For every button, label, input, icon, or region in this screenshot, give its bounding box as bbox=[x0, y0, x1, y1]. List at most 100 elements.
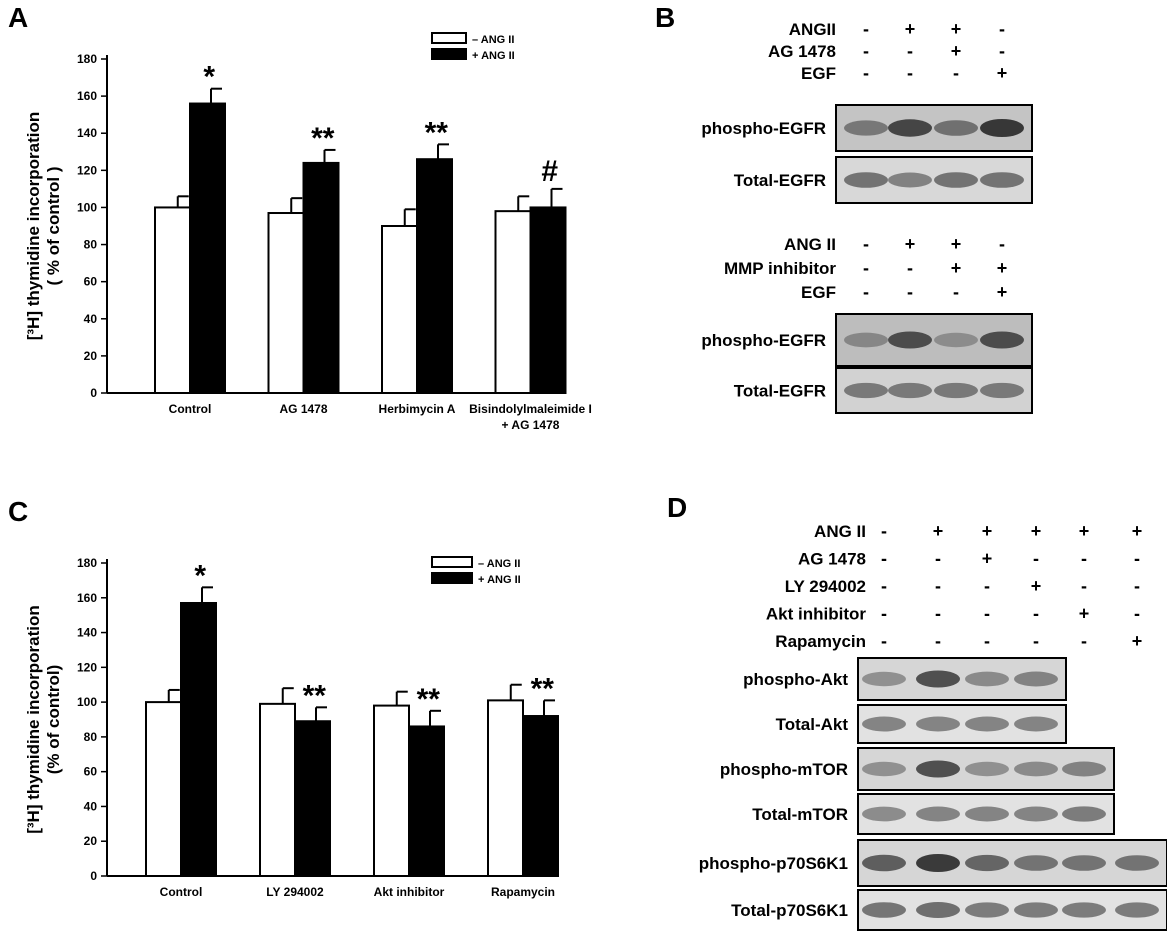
chart-c-category-label: Akt inhibitor bbox=[374, 885, 445, 899]
chart-a-bar-minus-2 bbox=[267, 212, 305, 394]
chart-c-ytick-label: 40 bbox=[84, 799, 98, 813]
blot-d-condition-sign: - bbox=[1033, 604, 1039, 624]
blot-d-condition-sign: + bbox=[1079, 521, 1090, 541]
blot-d-band bbox=[1115, 902, 1159, 918]
blot-d-band bbox=[1062, 902, 1106, 918]
blot-b-top-condition-sign: + bbox=[951, 19, 962, 39]
chart-a-ytick-label: 40 bbox=[84, 312, 98, 326]
blot-d-condition-sign: - bbox=[1033, 549, 1039, 569]
chart-a-y-axis-label: [³H] thymidine incorporation bbox=[24, 112, 43, 341]
blot-d-band bbox=[965, 761, 1009, 777]
blot-d-band bbox=[862, 902, 906, 918]
blot-b-bottom-row-label: Total-EGFR bbox=[734, 382, 826, 401]
chart-a-category-label: AG 1478 bbox=[279, 402, 327, 416]
blot-b-bottom-condition-sign: - bbox=[863, 258, 869, 278]
blot-d-band bbox=[916, 716, 960, 732]
blot-d-band bbox=[916, 670, 960, 688]
blot-b-bottom-band bbox=[888, 331, 932, 349]
chart-c-bar-plus-1 bbox=[180, 601, 217, 877]
chart-c-y-axis-label: [³H] thymidine incorporation bbox=[24, 605, 43, 834]
bar-chart-a: 0 20 40 60 80 100 120 140 160 180 [³H] thymidine i… bbox=[24, 32, 592, 432]
chart-c-ytick-label: 80 bbox=[84, 730, 98, 744]
blot-b-top-band bbox=[888, 172, 932, 188]
blot-d-condition-sign: - bbox=[1134, 549, 1140, 569]
blot-b-bottom-condition-sign: + bbox=[951, 234, 962, 254]
blot-b-top-condition-label: EGF bbox=[801, 64, 836, 83]
blot-b-top-condition-label: AG 1478 bbox=[768, 42, 836, 61]
blot-b-top-condition-sign: - bbox=[999, 19, 1005, 39]
blot-d-condition-sign: - bbox=[935, 549, 941, 569]
blot-d-band bbox=[862, 716, 906, 732]
blot-b-bottom-row-label: phospho-EGFR bbox=[701, 331, 826, 350]
blot-d-row-label: Total-Akt bbox=[776, 715, 849, 734]
blot-d-condition-label: Rapamycin bbox=[775, 632, 866, 651]
chart-a-legend-label: – ANG II bbox=[472, 34, 514, 46]
blot-b-bottom-band bbox=[980, 382, 1024, 399]
blot-d-band bbox=[916, 806, 960, 822]
chart-a-bar-plus-2 bbox=[302, 161, 340, 394]
blot-b-bottom-condition-sign: - bbox=[907, 258, 913, 278]
blot-d-band bbox=[1014, 671, 1058, 687]
blot-b-bottom-condition-sign: - bbox=[907, 282, 913, 302]
blot-b-top-condition-sign: - bbox=[953, 63, 959, 83]
blot-d-band bbox=[965, 671, 1009, 687]
blot-d-condition-sign: + bbox=[1132, 631, 1143, 651]
blot-d-condition-sign: - bbox=[881, 576, 887, 596]
blot-b-top-band bbox=[888, 119, 932, 137]
chart-a-category-label: Control bbox=[169, 402, 212, 416]
blot-b-bottom-condition-sign: - bbox=[863, 282, 869, 302]
blot-d-band bbox=[1014, 855, 1058, 871]
chart-a-ytick-label: 60 bbox=[84, 275, 98, 289]
blot-d-band bbox=[1062, 761, 1106, 777]
blot-d-row-label: phospho-p70S6K1 bbox=[699, 854, 848, 873]
blot-d-band bbox=[916, 902, 960, 918]
blot-d-condition-sign: - bbox=[881, 631, 887, 651]
chart-a-significance-label: ** bbox=[425, 116, 449, 149]
blot-b-bottom-band bbox=[888, 382, 932, 399]
blot-d-blot-frame bbox=[857, 839, 1167, 887]
blot-d-band bbox=[965, 854, 1009, 872]
blot-b-bottom-band bbox=[934, 332, 978, 348]
blot-b-top-condition-sign: - bbox=[907, 63, 913, 83]
blot-b-bottom-condition-sign: - bbox=[953, 282, 959, 302]
chart-c-bar-plus-3 bbox=[408, 725, 445, 877]
blot-d-band bbox=[916, 854, 960, 872]
chart-a-bar-minus-3 bbox=[381, 225, 418, 394]
blot-d-band bbox=[965, 806, 1009, 822]
chart-a-bar-plus-4 bbox=[529, 206, 567, 394]
blot-d-condition-sign: + bbox=[1031, 576, 1042, 596]
blot-d-band bbox=[1014, 902, 1058, 918]
blot-d-band bbox=[862, 761, 906, 777]
blot-d-condition-label: LY 294002 bbox=[785, 577, 866, 596]
chart-c-bar-minus-3 bbox=[373, 704, 410, 877]
chart-c-legend-label: + ANG II bbox=[478, 574, 521, 586]
blot-b-bottom-condition-label: ANG II bbox=[784, 235, 836, 254]
blot-d-condition-sign: - bbox=[984, 576, 990, 596]
chart-a-legend-label: + ANG II bbox=[472, 50, 515, 62]
blot-b-top-condition-sign: - bbox=[863, 19, 869, 39]
chart-c-ytick-label: 20 bbox=[84, 834, 98, 848]
chart-a-ytick-label: 0 bbox=[90, 386, 97, 400]
chart-c-y-axis-label: (% of control) bbox=[44, 665, 63, 775]
blot-d-band bbox=[1014, 806, 1058, 822]
blot-b-bottom-band bbox=[980, 331, 1024, 349]
blot-b-bottom-condition-label: EGF bbox=[801, 283, 836, 302]
blot-d-row-label: Total-p70S6K1 bbox=[731, 901, 848, 920]
blot-b-top-condition-sign: + bbox=[997, 63, 1008, 83]
chart-a-bar-minus-4 bbox=[494, 210, 532, 394]
chart-c-bar-minus-2 bbox=[259, 702, 296, 877]
chart-a-significance-label: * bbox=[203, 61, 215, 94]
chart-a-ytick-label: 140 bbox=[77, 126, 97, 140]
blot-d-band bbox=[1014, 716, 1058, 732]
blot-b-top-band bbox=[934, 120, 978, 136]
chart-c-bar-plus-4 bbox=[522, 715, 559, 877]
blot-b-top-condition-sign: - bbox=[863, 63, 869, 83]
chart-c-bar-plus-2 bbox=[294, 720, 331, 877]
chart-c-bar-minus-4 bbox=[487, 699, 524, 877]
blot-b-top-band bbox=[934, 172, 978, 188]
chart-a-y-axis-label: ( % of control ) bbox=[44, 167, 63, 286]
chart-c-significance-label: * bbox=[194, 559, 206, 592]
chart-c-ytick-label: 180 bbox=[77, 556, 97, 570]
western-blot-d: ANG II - + + + + +AG 1478- - + - - -LY 294002- - - + - -… bbox=[699, 521, 1167, 931]
blot-d-condition-sign: - bbox=[984, 631, 990, 651]
